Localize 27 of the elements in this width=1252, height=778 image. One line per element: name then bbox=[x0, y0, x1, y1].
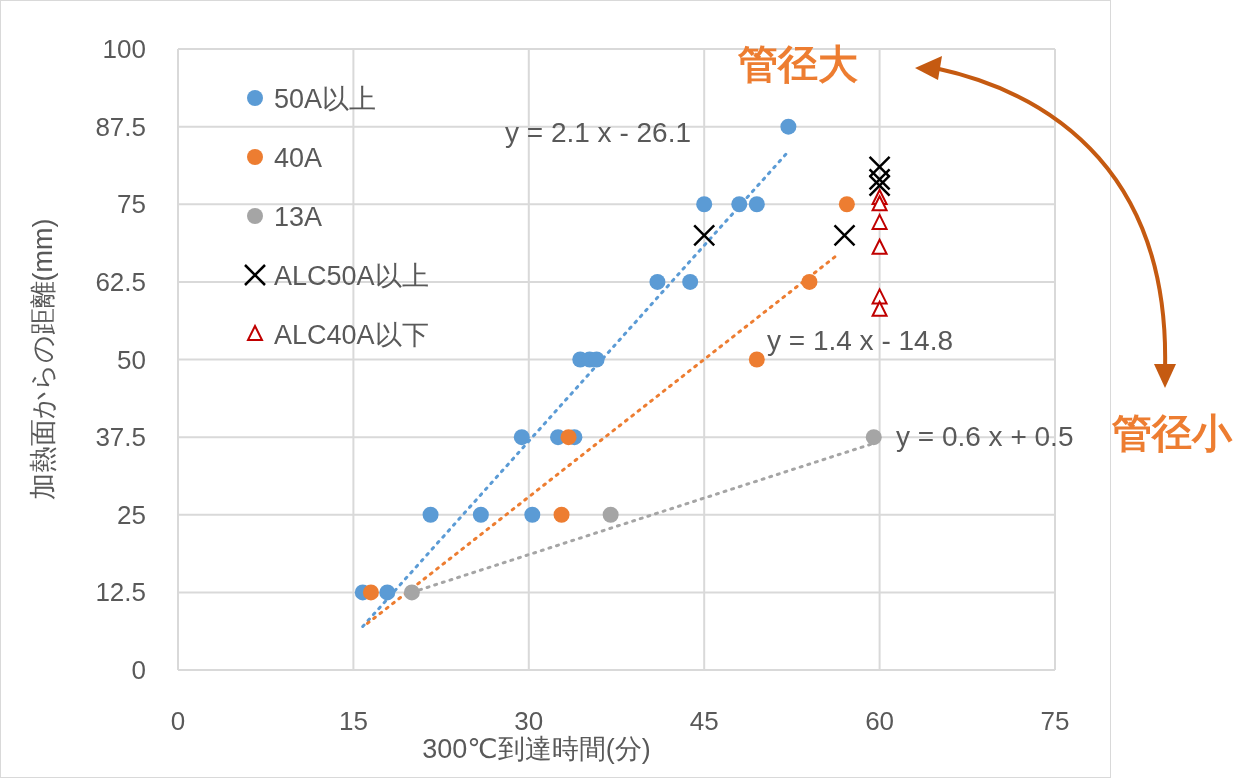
x-tick-label: 45 bbox=[689, 706, 719, 736]
legend-label: 13A bbox=[274, 202, 323, 232]
y-tick-label: 75 bbox=[117, 189, 146, 220]
y-tick-label: 25 bbox=[117, 499, 146, 530]
legend-label: 40A bbox=[274, 143, 323, 173]
annotation: y = 2.1 x - 26.1 bbox=[505, 117, 691, 148]
x-axis-title: 300℃到達時間(分) bbox=[422, 734, 651, 764]
x-tick-label: 75 bbox=[1040, 706, 1070, 736]
y-tick-label: 50 bbox=[117, 344, 146, 375]
x-tick-label: 60 bbox=[865, 706, 895, 736]
y-tick-label: 87.5 bbox=[95, 111, 146, 142]
x-tick-label: 0 bbox=[170, 706, 186, 736]
y-axis-title: 加熱面からの距離(mm) bbox=[28, 218, 58, 501]
annotation: y = 1.4 x - 14.8 bbox=[767, 325, 953, 356]
text: 管径小 bbox=[1111, 411, 1233, 455]
y-tick-label: 0 bbox=[131, 655, 146, 685]
legend-label: 50A以上 bbox=[274, 84, 377, 114]
x-tick-label: 15 bbox=[338, 706, 368, 736]
y-tick-label: 62.5 bbox=[95, 266, 146, 297]
y-tick-label: 37.5 bbox=[95, 422, 146, 453]
y-tick-label: 100 bbox=[102, 34, 146, 64]
legend-label: ALC50A以上 bbox=[274, 261, 429, 291]
annotation: 管径大 bbox=[737, 42, 858, 86]
y-tick-label: 12.5 bbox=[95, 577, 146, 608]
x-tick-label: 30 bbox=[514, 706, 544, 736]
annotation: y = 0.6 x + 0.5 bbox=[896, 421, 1074, 452]
legend-label: ALC40A以下 bbox=[274, 320, 429, 350]
